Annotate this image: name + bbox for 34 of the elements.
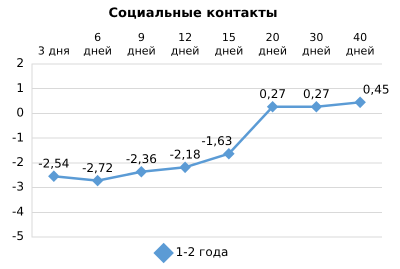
- point: [224, 148, 234, 159]
- y-tick-label: 1: [16, 80, 24, 95]
- data-label: -2,54: [38, 156, 70, 170]
- y-tick-label: -1: [12, 130, 24, 144]
- point: [92, 175, 103, 186]
- point: [48, 170, 60, 182]
- point: [267, 102, 278, 112]
- chart-title: Социальные контакты: [108, 6, 278, 22]
- y-tick-label: -2: [12, 154, 24, 169]
- y-tick-label: 0: [16, 106, 24, 120]
- y-tick-label: 2: [16, 56, 24, 70]
- x-tick-label: 30 дней: [302, 31, 331, 58]
- data-label: 0,45: [362, 82, 390, 96]
- data-label: -2,36: [126, 152, 157, 166]
- data-label: -1,63: [201, 134, 232, 148]
- x-tick-label: 9 дней: [126, 31, 156, 58]
- x-tick-label: 12 дней: [170, 31, 200, 58]
- data-label: -2,18: [170, 147, 201, 162]
- x-tick-label: 3 дня: [38, 44, 70, 58]
- x-tick-label: 15 дней: [214, 31, 244, 58]
- x-tick-label: 6 дней: [83, 31, 112, 58]
- point: [311, 102, 322, 112]
- data-label: 0,27: [303, 86, 330, 101]
- y-tick-label: -5: [12, 229, 24, 244]
- data-label: 0,27: [259, 86, 286, 101]
- x-tick-label: 40 дней: [346, 31, 374, 58]
- data-label: -2,72: [82, 160, 114, 175]
- point: [136, 166, 147, 178]
- point: [354, 97, 366, 108]
- legend-label: 1-2 года: [176, 245, 228, 260]
- y-tick-label: -3: [12, 180, 24, 194]
- point: [180, 162, 190, 173]
- x-tick-label: 20 дней: [258, 31, 287, 58]
- y-tick-label: -4: [12, 204, 24, 218]
